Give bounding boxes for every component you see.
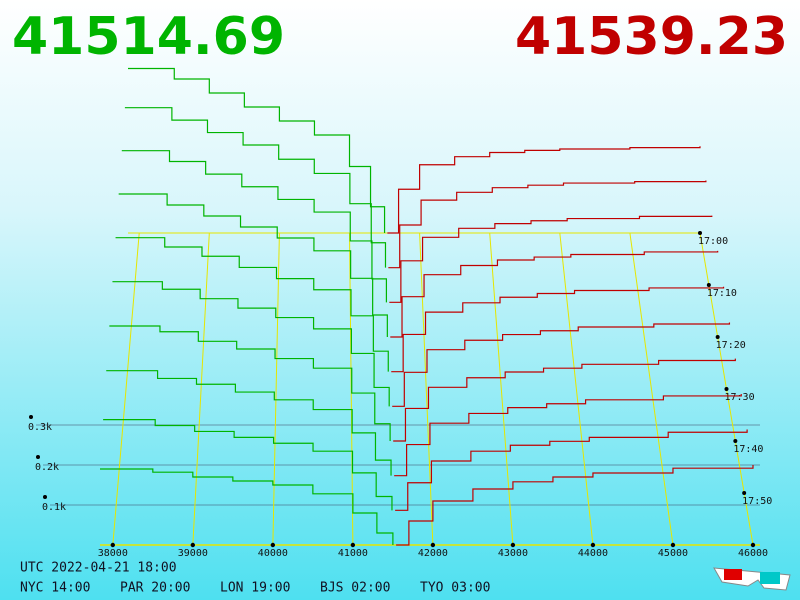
price-tick-label: 42000 bbox=[418, 548, 448, 559]
ask-depth-line bbox=[391, 286, 725, 373]
price-tick bbox=[510, 542, 516, 548]
price-tick bbox=[590, 542, 596, 548]
utc-time: UTC 2022-04-21 18:00 bbox=[20, 561, 177, 576]
bid-depth-line bbox=[112, 281, 390, 407]
time-tick-label: 17:10 bbox=[707, 288, 737, 299]
price-tick bbox=[350, 542, 356, 548]
depth-tick-label: 0.1k bbox=[42, 502, 66, 513]
price-tick-label: 46000 bbox=[738, 548, 768, 559]
price-grid-line bbox=[192, 232, 210, 546]
price-tick bbox=[190, 542, 196, 548]
cyan-lens bbox=[760, 572, 780, 584]
time-tick bbox=[742, 491, 747, 495]
time-tick bbox=[706, 283, 711, 287]
price-grid-line bbox=[629, 232, 674, 546]
zone-time: LON 19:00 bbox=[220, 581, 290, 596]
ask-depth-line bbox=[393, 358, 736, 442]
depth-tick bbox=[36, 455, 40, 459]
depth-tick bbox=[29, 415, 33, 419]
price-tick-label: 44000 bbox=[578, 548, 608, 559]
ask-price: 41539.23 bbox=[515, 7, 788, 67]
price-tick bbox=[110, 542, 116, 548]
3d-glasses-icon bbox=[713, 567, 791, 591]
time-tick-label: 17:20 bbox=[716, 340, 746, 351]
price-tick-label: 43000 bbox=[498, 548, 528, 559]
zone-time: NYC 14:00 bbox=[20, 581, 90, 596]
depth-tick bbox=[43, 495, 47, 499]
ask-depth-line bbox=[395, 429, 748, 511]
price-tick bbox=[270, 542, 276, 548]
zone-time: BJS 02:00 bbox=[320, 581, 390, 596]
ask-depth-line bbox=[387, 146, 701, 234]
zone-time: PAR 20:00 bbox=[120, 581, 190, 596]
ask-depth-line bbox=[389, 215, 713, 303]
price-tick bbox=[670, 542, 676, 548]
bid-depth-line bbox=[124, 107, 387, 268]
bid-depth-line bbox=[128, 67, 386, 233]
bid-depth-line bbox=[118, 193, 388, 337]
price-tick-label: 40000 bbox=[258, 548, 288, 559]
bid-depth-line bbox=[121, 150, 388, 303]
bid-depth-line bbox=[115, 237, 389, 372]
ask-depth-line bbox=[390, 250, 719, 338]
time-zones: NYC 14:00 PAR 20:00 LON 19:00 BJS 02:00 TYO … bbox=[20, 581, 490, 596]
bid-depth-line bbox=[100, 468, 394, 545]
price-tick bbox=[430, 542, 436, 548]
time-tick-label: 17:30 bbox=[725, 392, 755, 403]
ask-depth-line bbox=[394, 394, 742, 477]
time-tick-label: 17:00 bbox=[698, 236, 728, 247]
price-tick-label: 39000 bbox=[178, 548, 208, 559]
depth-tick-label: 0.2k bbox=[35, 462, 59, 473]
ask-depth-line bbox=[388, 180, 707, 269]
time-tick bbox=[724, 387, 729, 391]
bid-depth-line bbox=[103, 419, 393, 511]
time-tick bbox=[715, 335, 720, 339]
price-grid-line bbox=[559, 232, 594, 546]
price-grid-line bbox=[112, 232, 140, 546]
bid-depth-line bbox=[109, 325, 391, 441]
ask-depth-line bbox=[396, 465, 754, 546]
price-grid-line bbox=[419, 232, 434, 546]
time-tick bbox=[698, 231, 702, 235]
time-tick-label: 17:40 bbox=[733, 444, 763, 455]
price-grid-line bbox=[489, 232, 514, 546]
red-lens bbox=[724, 569, 742, 580]
time-tick-label: 17:50 bbox=[742, 496, 772, 507]
ask-depth-line bbox=[392, 322, 731, 407]
bid-price: 41514.69 bbox=[12, 7, 285, 67]
plot: 0.1k 0.2k 0.3k 38000 39000 40000 41000 42000 430… bbox=[28, 67, 772, 559]
zone-time: TYO 03:00 bbox=[420, 581, 490, 596]
bid-depth-line bbox=[106, 370, 392, 476]
depth-tick-label: 0.3k bbox=[28, 422, 52, 433]
price-tick-label: 45000 bbox=[658, 548, 688, 559]
price-tick-label: 41000 bbox=[338, 548, 368, 559]
price-tick-label: 38000 bbox=[98, 548, 128, 559]
time-tick bbox=[733, 439, 738, 443]
price-tick bbox=[750, 542, 756, 548]
price-grid-line bbox=[272, 232, 280, 546]
